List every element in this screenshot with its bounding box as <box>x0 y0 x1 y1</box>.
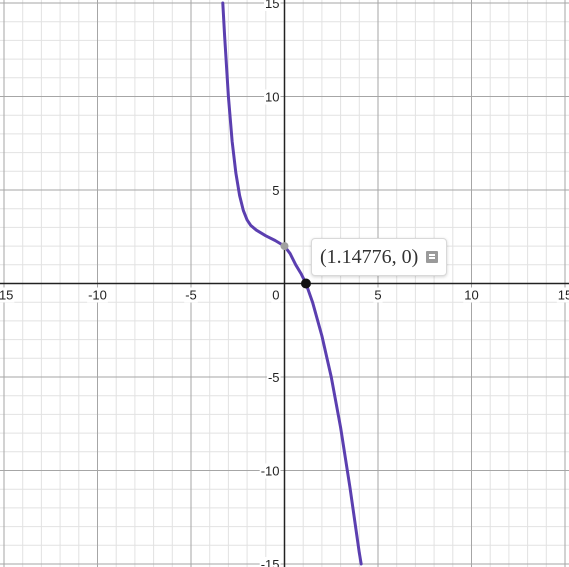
x-tick-label: -5 <box>185 288 197 303</box>
tick-label-backdrop <box>259 463 281 479</box>
y-tick-label: -10 <box>261 464 280 479</box>
tick-label-backdrop <box>264 89 281 105</box>
y-tick-label: 5 <box>272 183 279 198</box>
tick-label-backdrop <box>259 557 281 567</box>
y-tick-label: 10 <box>265 90 279 105</box>
x-tick-label: 0 <box>272 288 279 303</box>
x-tick-label: -10 <box>88 288 107 303</box>
x-tick-label: 5 <box>374 288 381 303</box>
curves <box>221 1 363 566</box>
point-coordinate-label: (1.14776, 0) <box>320 245 419 268</box>
tick-label-backdrop <box>87 287 108 303</box>
x-tick-label: 15 <box>558 288 569 303</box>
tick-label-backdrop <box>184 287 198 303</box>
tick-label-backdrop <box>264 0 281 11</box>
x-tick-label: 10 <box>464 288 478 303</box>
y-intercept-point[interactable] <box>280 242 289 251</box>
tick-label-backdrop <box>271 287 281 303</box>
tick-label-backdrop <box>271 183 281 198</box>
y-tick-label: -15 <box>261 557 280 567</box>
point-coordinate-tooltip: (1.14776, 0) <box>311 238 448 276</box>
root-point[interactable] <box>300 278 311 289</box>
x-tick-label: -15 <box>0 288 13 303</box>
y-tick-label: 15 <box>265 0 279 11</box>
tick-label-backdrop <box>556 287 569 303</box>
tick-label-backdrop <box>463 287 480 303</box>
function-curve[interactable] <box>221 1 363 566</box>
tick-label-backdrop <box>373 287 383 303</box>
y-tick-label: -5 <box>268 370 280 385</box>
note-icon[interactable] <box>426 251 439 263</box>
tick-label-backdrop <box>0 287 15 303</box>
tick-label-backdrop <box>266 370 281 385</box>
marked-points <box>280 242 311 289</box>
